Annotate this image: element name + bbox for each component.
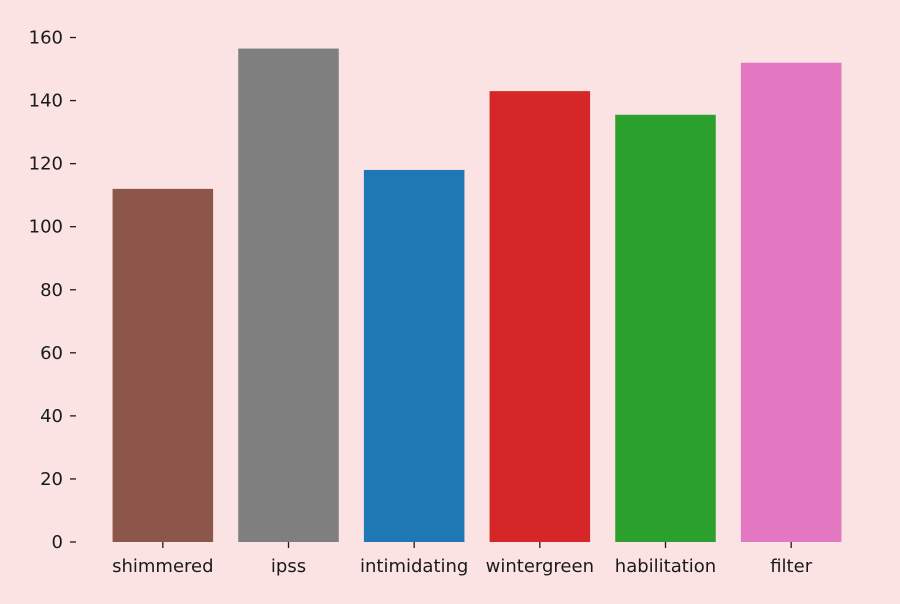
y-tick-label-80: 80 xyxy=(40,280,63,301)
x-tick-label-ipss: ipss xyxy=(271,556,306,577)
bar-habilitation xyxy=(615,114,716,543)
bar-filter xyxy=(740,62,842,543)
y-tick-label-0: 0 xyxy=(52,532,63,553)
bar-wintergreen xyxy=(489,91,591,542)
bars xyxy=(112,48,842,543)
x-tick-label-shimmered: shimmered xyxy=(112,556,213,577)
y-tick-label-140: 140 xyxy=(29,91,63,112)
x-tick-label-filter: filter xyxy=(770,556,812,577)
y-tick-label-40: 40 xyxy=(40,406,63,427)
y-axis: 0 20 40 60 80 100 120 140 160 xyxy=(29,28,76,553)
x-tick-label-habilitation: habilitation xyxy=(615,556,716,577)
bar-shimmered xyxy=(112,188,214,542)
bar-intimidating xyxy=(363,169,465,543)
y-tick-label-160: 160 xyxy=(29,28,63,49)
y-tick-label-120: 120 xyxy=(29,154,63,175)
y-tick-label-100: 100 xyxy=(29,217,63,238)
x-axis: shimmered ipss intimidating wintergreen habi… xyxy=(112,542,813,577)
y-tick-label-60: 60 xyxy=(40,343,63,364)
bar-ipss xyxy=(238,48,339,542)
x-tick-label-intimidating: intimidating xyxy=(360,556,468,577)
x-tick-label-wintergreen: wintergreen xyxy=(486,556,594,577)
y-tick-label-20: 20 xyxy=(40,469,63,490)
